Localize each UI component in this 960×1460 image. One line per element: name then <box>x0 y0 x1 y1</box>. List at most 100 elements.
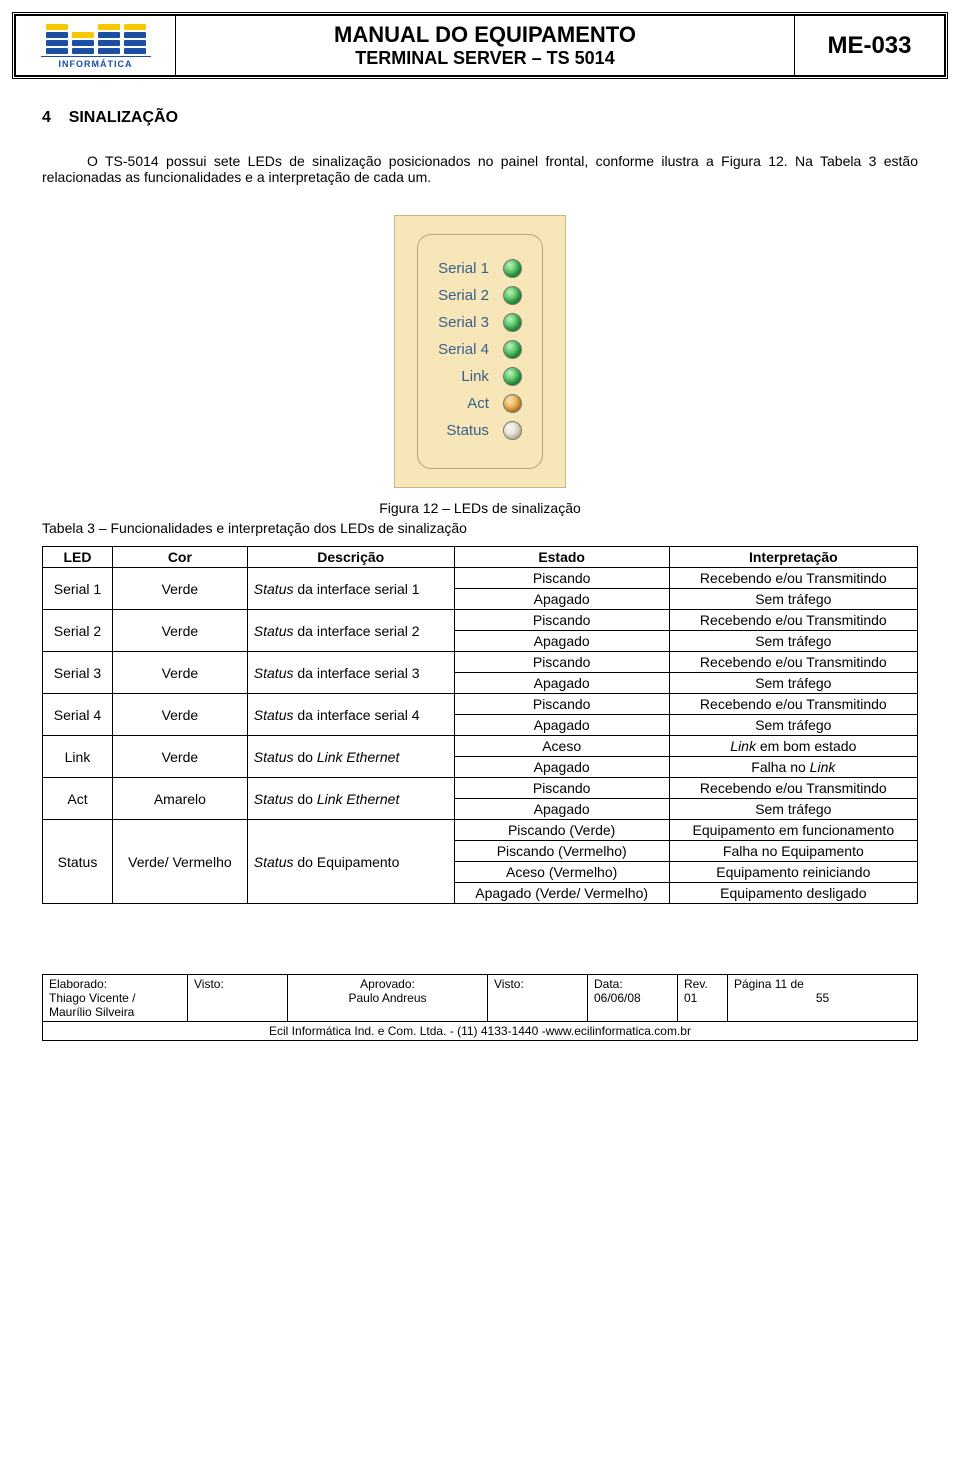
header: INFORMÁTICA MANUAL DO EQUIPAMENTO TERMIN… <box>15 15 945 76</box>
cell-cor: Verde <box>112 652 247 694</box>
footer-table: Elaborado: Thiago Vicente / Maurílio Sil… <box>42 974 918 1041</box>
intro-paragraph: O TS-5014 possui sete LEDs de sinalizaçã… <box>42 153 918 185</box>
rev-label: Rev. <box>684 977 708 991</box>
footer-aprov: Aprovado: Paulo Andreus <box>288 975 488 1022</box>
cell-estado: Apagado <box>454 715 669 736</box>
cell-interpretacao: Recebendo e/ou Transmitindo <box>669 568 917 589</box>
table-header-cell: Estado <box>454 547 669 568</box>
cell-cor: Amarelo <box>112 778 247 820</box>
led-table: LEDCorDescriçãoEstadoInterpretação Seria… <box>42 546 918 904</box>
footer-elab: Elaborado: Thiago Vicente / Maurílio Sil… <box>43 975 188 1022</box>
table-header-cell: LED <box>43 547 113 568</box>
table-row: StatusVerde/ VermelhoStatus do Equipamen… <box>43 820 918 841</box>
cell-interpretacao: Recebendo e/ou Transmitindo <box>669 610 917 631</box>
aprov-label: Aprovado: <box>360 977 415 991</box>
led-dot-icon <box>503 259 522 278</box>
footer-page: Página 11 de 55 <box>728 975 918 1022</box>
led-row: Serial 4 <box>438 340 522 359</box>
cell-interpretacao: Sem tráfego <box>669 799 917 820</box>
table-row: Serial 3VerdeStatus da interface serial … <box>43 652 918 673</box>
led-dot-icon <box>503 340 522 359</box>
cell-estado: Piscando (Verde) <box>454 820 669 841</box>
led-dot-icon <box>503 367 522 386</box>
led-row: Serial 2 <box>438 286 522 305</box>
rev-val: 01 <box>684 991 697 1005</box>
section-title: SINALIZAÇÃO <box>69 109 178 126</box>
figure-caption: Figura 12 – LEDs de sinalização <box>42 500 918 516</box>
cell-estado: Apagado <box>454 799 669 820</box>
cell-desc: Status da interface serial 4 <box>247 694 454 736</box>
data-label: Data: <box>594 977 623 991</box>
cell-led: Status <box>43 820 113 904</box>
footer-rev: Rev. 01 <box>678 975 728 1022</box>
cell-cor: Verde <box>112 610 247 652</box>
led-panel: Serial 1 Serial 2 Serial 3 Serial 4 Link Act S… <box>394 215 566 488</box>
table-row: ActAmareloStatus do Link EthernetPiscand… <box>43 778 918 799</box>
cell-led: Act <box>43 778 113 820</box>
visto2-label: Visto: <box>494 977 524 991</box>
cell-cor: Verde <box>112 736 247 778</box>
led-dot-icon <box>503 421 522 440</box>
led-label: Serial 3 <box>438 314 489 331</box>
cell-led: Serial 1 <box>43 568 113 610</box>
page-frame: INFORMÁTICA MANUAL DO EQUIPAMENTO TERMIN… <box>12 12 948 79</box>
cell-estado: Apagado <box>454 757 669 778</box>
footer-visto2: Visto: <box>488 975 588 1022</box>
cell-interpretacao: Falha no Link <box>669 757 917 778</box>
cell-interpretacao: Sem tráfego <box>669 673 917 694</box>
cell-desc: Status do Link Ethernet <box>247 736 454 778</box>
table-row: Serial 1VerdeStatus da interface serial … <box>43 568 918 589</box>
logo-cell: INFORMÁTICA <box>16 16 176 76</box>
table-caption: Tabela 3 – Funcionalidades e interpretaç… <box>42 520 918 536</box>
cell-estado: Apagado <box>454 589 669 610</box>
cell-interpretacao: Equipamento desligado <box>669 883 917 904</box>
table-row: Serial 4VerdeStatus da interface serial … <box>43 694 918 715</box>
led-dot-icon <box>503 286 522 305</box>
doc-subtitle: TERMINAL SERVER – TS 5014 <box>186 48 784 69</box>
content: 4 SINALIZAÇÃO O TS-5014 possui sete LEDs… <box>12 79 948 1061</box>
page-label: Página 11 de <box>734 977 804 991</box>
figure-12: Serial 1 Serial 2 Serial 3 Serial 4 Link Act S… <box>42 215 918 488</box>
cell-estado: Aceso (Vermelho) <box>454 862 669 883</box>
led-label: Serial 1 <box>438 260 489 277</box>
cell-estado: Apagado <box>454 673 669 694</box>
cell-interpretacao: Recebendo e/ou Transmitindo <box>669 778 917 799</box>
cell-interpretacao: Sem tráfego <box>669 715 917 736</box>
cell-led: Link <box>43 736 113 778</box>
led-row: Serial 3 <box>438 313 522 332</box>
table-header-cell: Cor <box>112 547 247 568</box>
cell-interpretacao: Sem tráfego <box>669 631 917 652</box>
cell-interpretacao: Recebendo e/ou Transmitindo <box>669 694 917 715</box>
data-val: 06/06/08 <box>594 991 641 1005</box>
doc-title: MANUAL DO EQUIPAMENTO <box>186 22 784 48</box>
cell-desc: Status da interface serial 3 <box>247 652 454 694</box>
cell-estado: Piscando <box>454 568 669 589</box>
led-label: Serial 4 <box>438 341 489 358</box>
cell-cor: Verde <box>112 568 247 610</box>
cell-interpretacao: Recebendo e/ou Transmitindo <box>669 652 917 673</box>
page-total: 55 <box>734 991 911 1005</box>
cell-led: Serial 2 <box>43 610 113 652</box>
led-dot-icon <box>503 313 522 332</box>
cell-desc: Status da interface serial 1 <box>247 568 454 610</box>
footer: Elaborado: Thiago Vicente / Maurílio Sil… <box>42 974 918 1041</box>
section-heading: 4 SINALIZAÇÃO <box>42 109 918 127</box>
cell-interpretacao: Equipamento reiniciando <box>669 862 917 883</box>
footer-company: Ecil Informática Ind. e Com. Ltda. - (11… <box>43 1022 918 1041</box>
cell-estado: Apagado (Verde/ Vermelho) <box>454 883 669 904</box>
table-header-cell: Interpretação <box>669 547 917 568</box>
led-label: Link <box>461 368 489 385</box>
table-row: Serial 2VerdeStatus da interface serial … <box>43 610 918 631</box>
elab-val: Thiago Vicente / Maurílio Silveira <box>49 991 136 1019</box>
logo-subtext: INFORMÁTICA <box>41 56 151 69</box>
led-label: Status <box>446 422 489 439</box>
logo-icon <box>46 22 146 54</box>
cell-estado: Piscando <box>454 652 669 673</box>
visto1-label: Visto: <box>194 977 224 991</box>
cell-desc: Status do Link Ethernet <box>247 778 454 820</box>
led-label: Act <box>467 395 489 412</box>
cell-interpretacao: Link em bom estado <box>669 736 917 757</box>
doc-code: ME-033 <box>795 16 945 76</box>
table-header-cell: Descrição <box>247 547 454 568</box>
cell-desc: Status da interface serial 2 <box>247 610 454 652</box>
